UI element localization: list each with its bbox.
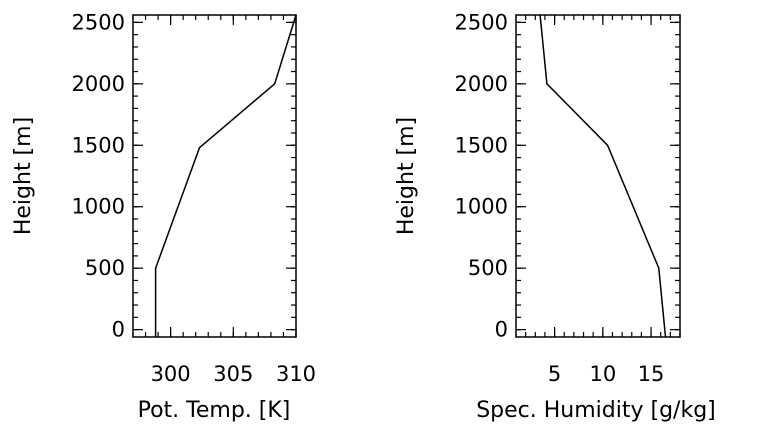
x-axis-title: Spec. Humidity [g/kg] bbox=[476, 398, 716, 423]
y-tick-label: 2500 bbox=[455, 10, 508, 34]
plot-frame bbox=[132, 14, 297, 338]
y-tick-label: 1000 bbox=[72, 195, 125, 219]
x-axis-title: Pot. Temp. [K] bbox=[138, 398, 291, 423]
x-tick-label: 305 bbox=[213, 362, 253, 386]
y-tick-label: 2500 bbox=[72, 10, 125, 34]
y-axis-title: Height [m] bbox=[394, 117, 419, 235]
y-tick-label: 0 bbox=[495, 318, 508, 342]
profile-line bbox=[154, 14, 297, 337]
x-tick-label: 10 bbox=[589, 362, 616, 386]
y-tick-label: 1000 bbox=[455, 195, 508, 219]
profile-line bbox=[539, 14, 667, 338]
x-tick-label: 300 bbox=[151, 362, 191, 386]
y-tick-label: 2000 bbox=[72, 72, 125, 96]
x-tick-label: 15 bbox=[638, 362, 665, 386]
y-tick-label: 2000 bbox=[455, 72, 508, 96]
y-tick-label: 0 bbox=[112, 318, 125, 342]
specific-humidity-panel: 5 10 15 0 500 1000 1500 2000 2500 Spec. Humidity … bbox=[394, 10, 716, 423]
potential-temperature-panel: 300 305 310 0 500 1000 1500 2000 2500 Pot. Temp. … bbox=[11, 10, 316, 423]
y-tick-label: 1500 bbox=[72, 133, 125, 157]
y-tick-label: 500 bbox=[85, 256, 125, 280]
plot-frame bbox=[515, 14, 681, 338]
y-axis-title: Height [m] bbox=[11, 117, 36, 235]
y-tick-label: 1500 bbox=[455, 133, 508, 157]
x-tick-label: 5 bbox=[548, 362, 561, 386]
y-tick-label: 500 bbox=[468, 256, 508, 280]
x-tick-label: 310 bbox=[276, 362, 316, 386]
